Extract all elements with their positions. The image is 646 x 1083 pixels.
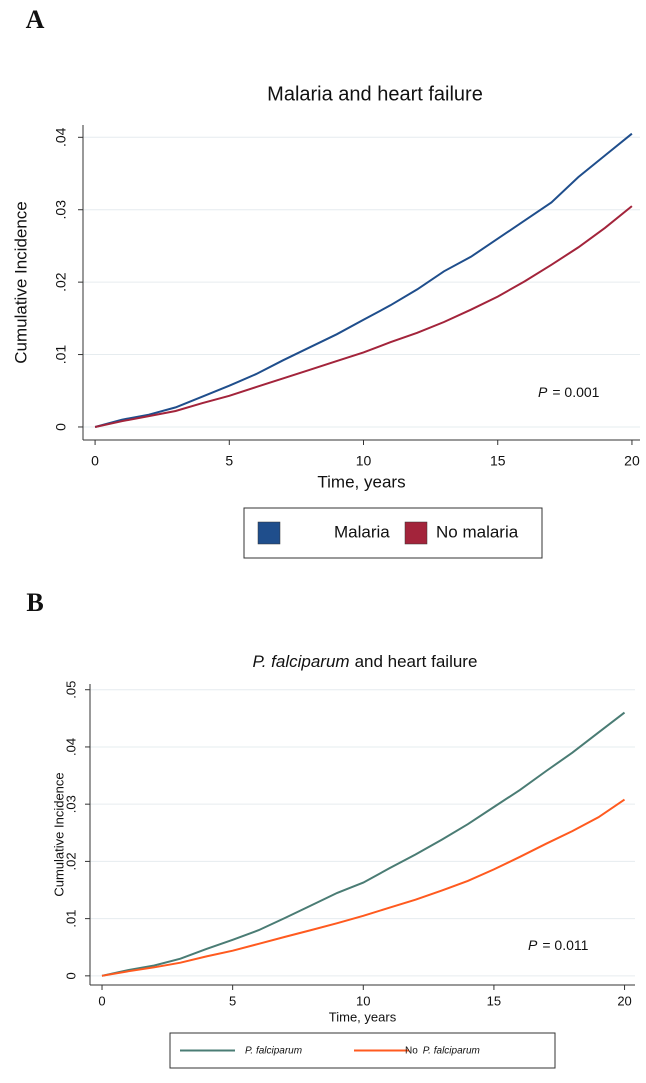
y-tick-label: .03 xyxy=(63,795,78,813)
x-axis-title: Time, years xyxy=(317,472,405,491)
legend-box xyxy=(243,507,543,559)
y-axis-title: Cumulative Incidence xyxy=(51,772,66,896)
series-line xyxy=(101,711,626,977)
panel-label: A xyxy=(26,5,45,34)
x-tick-label: 10 xyxy=(356,993,370,1008)
chart-title-part: and heart failure xyxy=(355,652,478,671)
legend-marker xyxy=(257,521,281,545)
legend-label: No malaria xyxy=(436,522,519,541)
chart-title-part: P. falciparum xyxy=(253,652,350,671)
legend-label-part: P. falciparum xyxy=(245,1045,302,1056)
x-tick-label: 20 xyxy=(617,993,631,1008)
x-tick-label: 5 xyxy=(225,453,233,469)
legend-label-part: P. falciparum xyxy=(423,1045,480,1056)
x-tick-label: 20 xyxy=(624,453,640,469)
annotation-part: = 0.001 xyxy=(552,384,599,400)
legend-label: Malaria xyxy=(334,522,390,541)
x-axis-title: Time, years xyxy=(329,1009,397,1024)
y-axis-title: Cumulative Incidence xyxy=(11,201,30,364)
x-tick-label: 5 xyxy=(229,993,236,1008)
y-tick-label: .02 xyxy=(53,272,69,292)
legend-label-part: No xyxy=(405,1045,418,1056)
annotation-part: = 0.011 xyxy=(542,937,588,953)
annotation-part: P xyxy=(528,937,538,953)
x-tick-label: 15 xyxy=(487,993,501,1008)
panel-label: B xyxy=(26,588,43,617)
y-tick-label: .04 xyxy=(63,738,78,756)
y-tick-label: 0 xyxy=(63,972,78,979)
y-tick-label: 0 xyxy=(53,423,69,431)
x-tick-label: 0 xyxy=(91,453,99,469)
y-tick-label: .02 xyxy=(63,852,78,870)
annotation: P = 0.001 xyxy=(538,384,600,400)
series-line xyxy=(94,205,633,428)
y-tick-label: .04 xyxy=(53,127,69,147)
legend-marker xyxy=(404,521,428,545)
y-tick-label: .01 xyxy=(53,345,69,365)
x-tick-label: 0 xyxy=(98,993,105,1008)
legend-label: No P. falciparum xyxy=(405,1045,480,1056)
annotation-part: P xyxy=(538,384,548,400)
x-tick-label: 15 xyxy=(490,453,506,469)
chart-title: Malaria and heart failure xyxy=(267,83,483,105)
y-tick-label: .01 xyxy=(63,910,78,928)
x-tick-label: 10 xyxy=(356,453,372,469)
legend-label: P. falciparum xyxy=(245,1045,302,1056)
chart-title: P. falciparum and heart failure xyxy=(253,652,478,671)
annotation: P = 0.011 xyxy=(528,937,589,953)
series-line xyxy=(101,798,626,977)
y-tick-label: .05 xyxy=(63,681,78,699)
y-tick-label: .03 xyxy=(53,200,69,220)
series-line xyxy=(94,132,633,428)
